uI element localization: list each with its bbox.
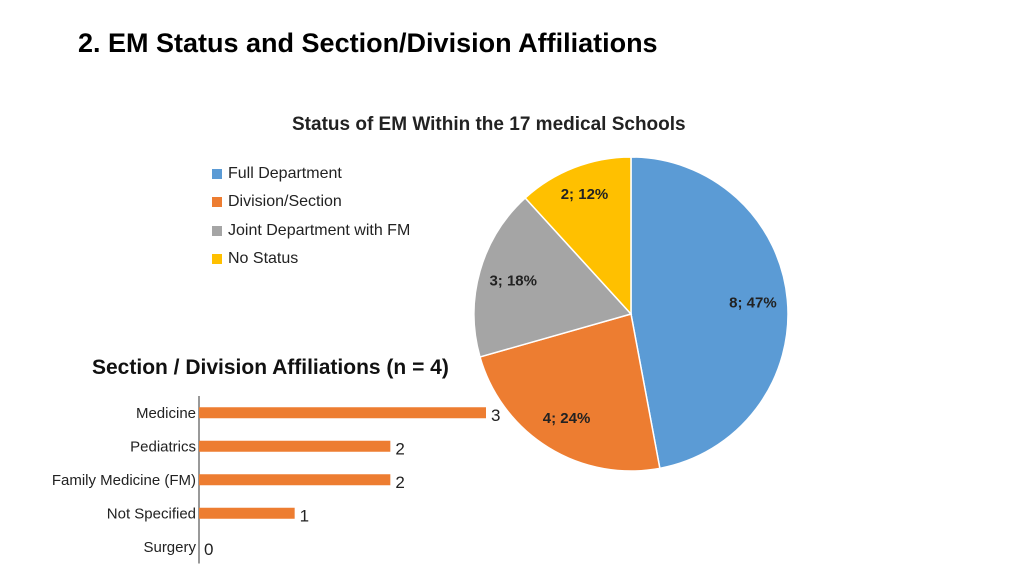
legend-swatch — [212, 254, 222, 265]
legend-item: Division/Section — [212, 188, 410, 216]
legend-item: No Status — [212, 245, 410, 273]
bar-category-label: Family Medicine (FM) — [52, 472, 196, 489]
bar-data-label: 2 — [395, 473, 404, 492]
pie-slice — [630, 156, 789, 470]
bar-category-label: Pediatrics — [130, 438, 196, 455]
bar — [199, 507, 295, 519]
pie-data-label: 8; 47% — [729, 295, 777, 312]
pie-data-label: 3; 18% — [489, 272, 537, 289]
pie-slice — [473, 196, 633, 358]
bar-data-label: 2 — [395, 439, 404, 458]
pie-chart-title: Status of EM Within the 17 medical Schoo… — [292, 114, 686, 135]
legend-swatch — [212, 169, 222, 180]
legend-label: Full Department — [228, 165, 342, 183]
pie-slice — [479, 313, 661, 472]
pie-data-label: 2; 12% — [561, 186, 609, 203]
pie-legend: Full Department Division/Section Joint D… — [212, 160, 410, 273]
legend-swatch — [212, 225, 222, 236]
legend-label: Division/Section — [228, 193, 342, 211]
legend-swatch — [212, 197, 222, 208]
bar — [199, 440, 391, 452]
legend-item: Full Department — [212, 160, 410, 188]
bar-data-label: 1 — [300, 506, 309, 525]
legend-label: No Status — [228, 250, 299, 268]
slide-title: 2. EM Status and Section/Division Affili… — [78, 28, 658, 58]
bar-chart-title: Section / Division Affiliations (n = 4) — [92, 356, 449, 379]
bar — [199, 407, 486, 419]
legend-item: Joint Department with FM — [212, 217, 410, 245]
bar-category-label: Medicine — [136, 405, 196, 422]
bar-category-label: Surgery — [143, 539, 196, 556]
pie-data-label: 4; 24% — [543, 410, 591, 427]
bar-data-label: 0 — [204, 540, 213, 559]
bar — [199, 474, 391, 486]
pie-slice — [524, 156, 632, 316]
legend-label: Joint Department with FM — [228, 221, 411, 239]
bar-data-label: 3 — [491, 406, 500, 425]
bar-category-label: Not Specified — [107, 505, 196, 522]
